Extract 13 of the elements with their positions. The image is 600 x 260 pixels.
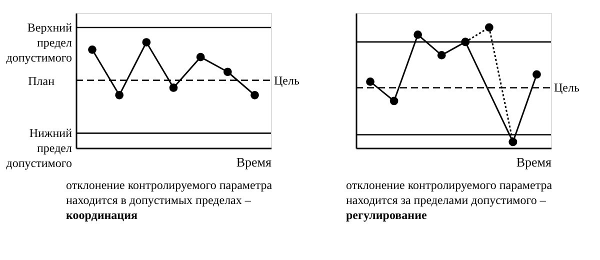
ref-line-label: Нижний предел допустимого — [6, 126, 73, 170]
text: находится за пределами допустимого – — [346, 193, 547, 207]
text: отклонение контролируемого параметра — [66, 178, 273, 192]
text: отклонение контролируемого параметра — [346, 178, 553, 192]
text: координация — [66, 208, 138, 222]
text: регулирование — [346, 208, 428, 222]
ref-line-label: Верхний предел допустимого — [6, 20, 73, 64]
ref-line-label: Цель — [554, 80, 580, 95]
x-axis-title: Время — [516, 154, 552, 170]
text: находится в допустимых пределах – — [66, 193, 252, 207]
y-axis-title: План — [28, 74, 56, 88]
x-axis-title: Время — [236, 154, 272, 170]
ref-line-label: Цель — [274, 73, 300, 88]
